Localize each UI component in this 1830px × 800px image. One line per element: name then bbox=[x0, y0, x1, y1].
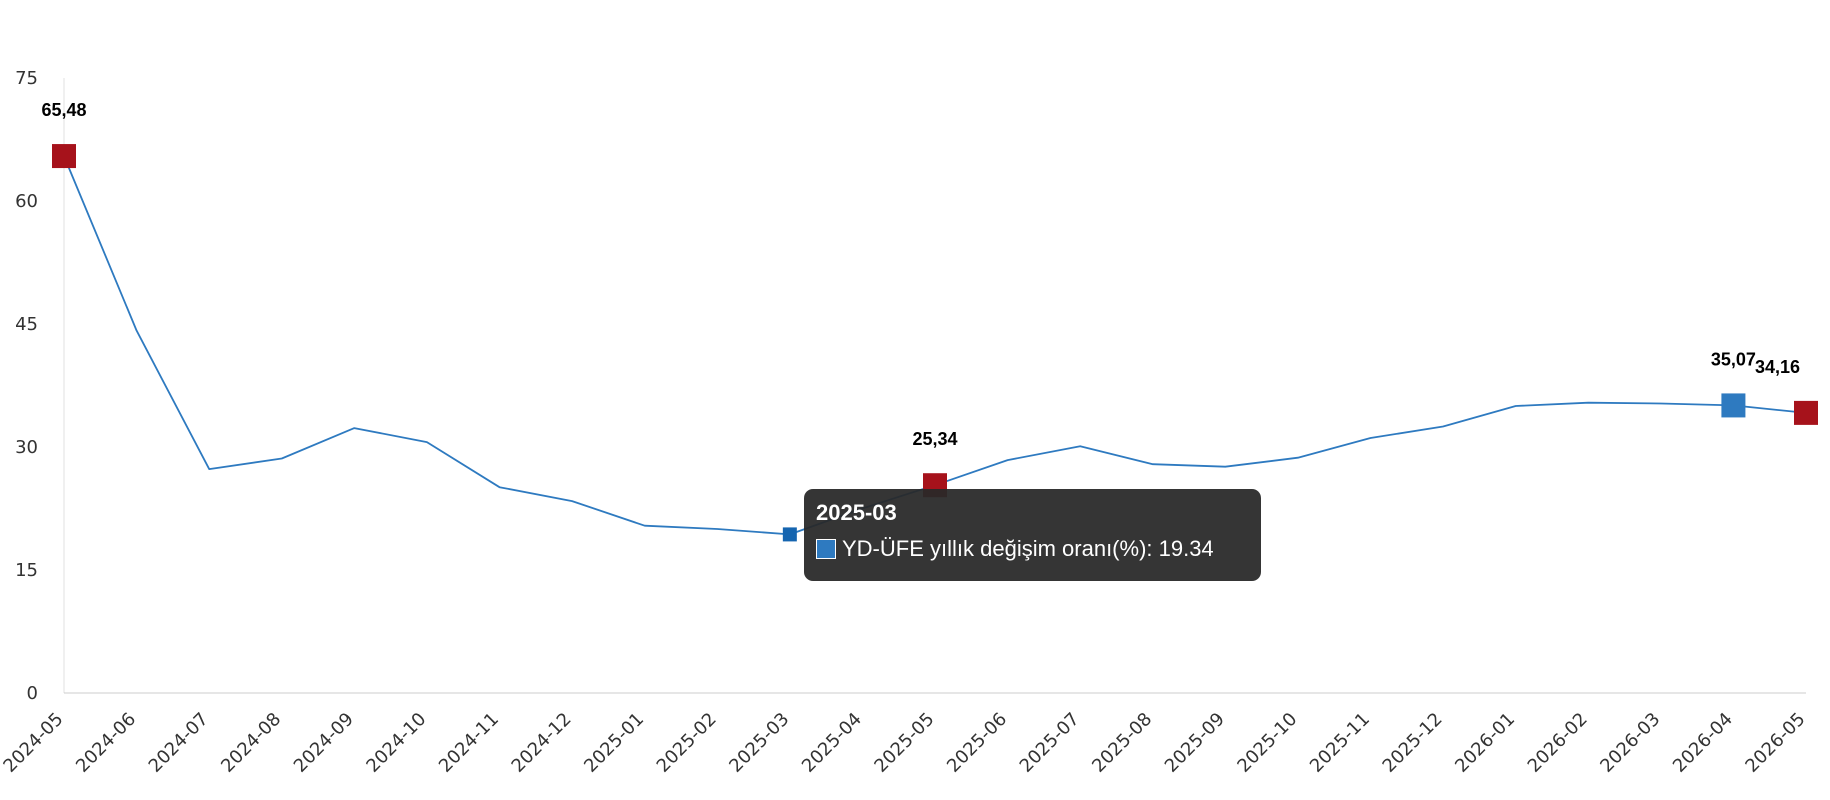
tooltip-text: YD-ÜFE yıllık değişim oranı(%): 19.34 bbox=[842, 536, 1214, 561]
tooltip-title: 2025-03 bbox=[816, 500, 897, 525]
x-tick-label: 2026-03 bbox=[1596, 709, 1664, 777]
x-tick-label: 2025-01 bbox=[580, 709, 648, 777]
data-label: 65,48 bbox=[41, 100, 86, 120]
x-tick-label: 2026-02 bbox=[1524, 709, 1592, 777]
data-label: 25,34 bbox=[912, 429, 957, 449]
x-tick-label: 2025-05 bbox=[870, 709, 938, 777]
x-tick-label: 2026-05 bbox=[1741, 709, 1809, 777]
y-tick-label: 30 bbox=[15, 437, 38, 458]
x-tick-label: 2025-09 bbox=[1161, 709, 1229, 777]
y-tick-label: 75 bbox=[15, 68, 38, 89]
y-tick-label: 15 bbox=[15, 560, 38, 581]
highlight-marker[interactable] bbox=[1794, 400, 1818, 425]
x-tick-label: 2024-05 bbox=[0, 709, 68, 777]
x-tick-label: 2026-04 bbox=[1669, 709, 1737, 777]
tooltip-series-swatch bbox=[816, 539, 836, 559]
x-tick-label: 2024-10 bbox=[362, 709, 430, 777]
x-tick-label: 2025-11 bbox=[1306, 709, 1374, 777]
x-tick-label: 2024-06 bbox=[72, 709, 140, 777]
y-tick-label: 45 bbox=[15, 314, 38, 335]
hover-marker[interactable] bbox=[782, 527, 797, 542]
tooltip: 2025-03 YD-ÜFE yıllık değişim oranı(%): … bbox=[804, 489, 1261, 581]
x-tick-label: 2025-02 bbox=[653, 709, 721, 777]
marker-layer bbox=[52, 144, 1818, 542]
x-tick-label: 2024-12 bbox=[508, 709, 576, 777]
x-tick-label: 2025-10 bbox=[1233, 709, 1301, 777]
x-tick-label: 2025-04 bbox=[798, 709, 866, 777]
x-tick-label: 2025-06 bbox=[943, 709, 1011, 777]
x-tick-label: 2026-01 bbox=[1451, 709, 1519, 777]
y-axis-ticks: 0 15 30 45 60 75 bbox=[15, 68, 38, 704]
data-label: 34,16 bbox=[1755, 357, 1800, 377]
x-tick-label: 2024-08 bbox=[217, 709, 285, 777]
x-tick-label: 2024-09 bbox=[290, 709, 358, 777]
highlight-marker[interactable] bbox=[52, 144, 76, 169]
x-tick-label: 2025-12 bbox=[1379, 709, 1447, 777]
data-label-layer: 65,48 25,34 35,07 34,16 bbox=[41, 100, 1800, 449]
y-tick-label: 60 bbox=[15, 191, 38, 212]
tooltip-row: YD-ÜFE yıllık değişim oranı(%): 19.34 bbox=[816, 535, 1249, 563]
y-tick-label: 0 bbox=[27, 683, 38, 704]
data-label: 35,07 bbox=[1711, 349, 1756, 369]
x-tick-label: 2025-07 bbox=[1016, 709, 1084, 777]
x-tick-label: 2024-11 bbox=[435, 709, 503, 777]
x-axis-ticks: 2024-05 2024-06 2024-07 2024-08 2024-09 2024-… bbox=[0, 709, 1810, 777]
x-tick-label: 2025-03 bbox=[725, 709, 793, 777]
x-tick-label: 2024-07 bbox=[145, 709, 213, 777]
x-tick-label: 2025-08 bbox=[1088, 709, 1156, 777]
highlight-marker[interactable] bbox=[1721, 393, 1746, 418]
